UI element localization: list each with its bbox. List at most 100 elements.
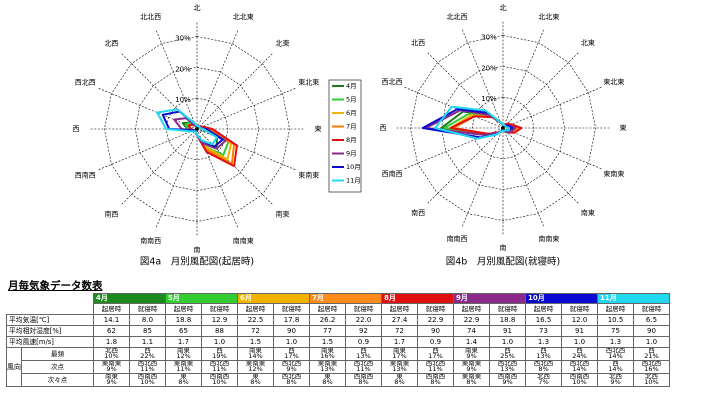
wind-cell: 南東 9% bbox=[453, 347, 490, 361]
wind-direction: 西北西 bbox=[605, 347, 626, 354]
table-cell: 27.4 bbox=[381, 314, 418, 326]
wind-frequency: 13% bbox=[536, 352, 551, 360]
table-cell: 0.9 bbox=[345, 336, 382, 348]
wind-frequency: 8% bbox=[394, 378, 405, 386]
wind-direction: 南東 bbox=[249, 347, 262, 354]
wind-direction: 南東 bbox=[105, 373, 118, 380]
wind-frequency: 8% bbox=[358, 378, 369, 386]
direction-label: 北北東 bbox=[538, 12, 559, 21]
wind-direction: 西北西 bbox=[281, 373, 302, 380]
table-cell: 91 bbox=[489, 325, 526, 337]
grid-spoke bbox=[461, 28, 504, 129]
table-cell: 1.0 bbox=[273, 336, 310, 348]
table-cell: 62 bbox=[93, 325, 130, 337]
wind-direction: 西南西 bbox=[425, 373, 446, 380]
wind-cell: 西南西 10% bbox=[129, 373, 166, 387]
grid-spoke bbox=[502, 127, 580, 205]
wind-direction: 西北西 bbox=[209, 360, 230, 367]
wind-direction: 南東 bbox=[393, 347, 406, 354]
time-header: 就寝時 bbox=[129, 303, 166, 315]
wind-direction: 北西 bbox=[537, 373, 550, 380]
wind-cell: 西 17% bbox=[273, 347, 310, 361]
wind-frequency: 9% bbox=[106, 365, 117, 373]
grid-ring bbox=[410, 35, 596, 221]
table-cell: 1.1 bbox=[129, 336, 166, 348]
table-cell: 16.5 bbox=[525, 314, 562, 326]
wind-row: 次点 東南東 9% 西北西 11% 東南東 11% 西北西 11% 東南東 12% 西北西 9% 東南東 1… bbox=[7, 360, 670, 374]
wind-direction: 東南東 bbox=[173, 360, 194, 367]
wind-cell: 東南東 13% bbox=[309, 360, 346, 374]
month-header: 8月 bbox=[381, 293, 454, 304]
chart-caption: 図4b 月別風配図(就寝時) bbox=[446, 256, 561, 268]
wind-cell: 西南西 10% bbox=[201, 373, 238, 387]
wind-cell: 西北西 8% bbox=[525, 360, 562, 374]
wind-frequency: 11% bbox=[356, 365, 371, 373]
wind-cell: 西 21% bbox=[633, 347, 670, 361]
wind-cell: 東 8% bbox=[309, 373, 346, 387]
wind-direction: 西北西 bbox=[281, 360, 302, 367]
wind-frequency: 9% bbox=[466, 352, 477, 360]
wind-cell: 北西 7% bbox=[525, 373, 562, 387]
wind-frequency: 16% bbox=[644, 365, 659, 373]
table-cell: 22.9 bbox=[417, 314, 454, 326]
wind-direction: 西 bbox=[612, 360, 619, 367]
table-cell: 1.0 bbox=[633, 336, 670, 348]
time-header: 起居時 bbox=[381, 303, 418, 315]
ring-label: 20% bbox=[481, 64, 497, 72]
direction-label: 西南西 bbox=[75, 170, 96, 179]
table-cell: 1.3 bbox=[597, 336, 634, 348]
wind-cell: 西北西 16% bbox=[633, 360, 670, 374]
time-header: 起居時 bbox=[237, 303, 274, 315]
wind-direction: 北西 bbox=[609, 373, 622, 380]
wind-cell: 西 14% bbox=[597, 360, 634, 374]
wind-row-label: 次々点 bbox=[21, 373, 94, 387]
sub-header-row: 起居時 就寝時 起居時 就寝時 起居時 就寝時 起居時 就寝時 起居時 就寝時 起居時 就寝時 起居時就… bbox=[7, 303, 670, 315]
grid-spoke bbox=[502, 86, 603, 129]
wind-frequency: 13% bbox=[392, 365, 407, 373]
grid-spoke bbox=[502, 127, 603, 170]
time-header: 起居時 bbox=[525, 303, 562, 315]
table-cell: 22.9 bbox=[453, 314, 490, 326]
wind-frequency: 8% bbox=[538, 365, 549, 373]
wind-direction: 東南東 bbox=[461, 360, 482, 367]
table-cell: 1.0 bbox=[561, 336, 598, 348]
wind-direction: 西南西 bbox=[569, 373, 590, 380]
time-header: 就寝時 bbox=[201, 303, 238, 315]
time-header: 就寝時 bbox=[633, 303, 670, 315]
table-corner bbox=[7, 304, 94, 315]
wind-cell: 東南東 11% bbox=[165, 360, 202, 374]
table-cell: 18.8 bbox=[165, 314, 202, 326]
wind-cell: 西南西 9% bbox=[489, 373, 526, 387]
wind-cell: 東南東 9% bbox=[453, 360, 490, 374]
direction-label: 北 bbox=[194, 4, 201, 12]
wind-frequency: 10% bbox=[644, 378, 659, 386]
grid-spoke bbox=[97, 128, 198, 171]
ring-label: 20% bbox=[175, 65, 191, 73]
wind-cell: 南東 16% bbox=[309, 347, 346, 361]
legend-label: 5月 bbox=[346, 96, 357, 104]
table-cell: 88 bbox=[201, 325, 238, 337]
wind-cell: 南東 12% bbox=[165, 347, 202, 361]
direction-label: 西南西 bbox=[382, 169, 403, 178]
table-cell: 77 bbox=[309, 325, 346, 337]
table-cell: 18.8 bbox=[489, 314, 526, 326]
month-header: 11月 bbox=[597, 293, 670, 304]
wind-direction: 西 bbox=[216, 347, 223, 354]
time-header: 就寝時 bbox=[417, 303, 454, 315]
wind-frequency: 8% bbox=[178, 378, 189, 386]
wind-rose-charts: 10%20%30%0%北北北東北東東北東東東南東南東南南東南南南西南西西南西西西… bbox=[73, 4, 627, 268]
wind-direction: 北西 bbox=[105, 347, 118, 354]
month-header: 6月 bbox=[237, 293, 310, 304]
legend-label: 4月 bbox=[346, 82, 357, 90]
direction-label: 北東 bbox=[581, 38, 595, 47]
grid-spoke bbox=[196, 29, 239, 130]
direction-label: 北東 bbox=[276, 38, 290, 47]
wind-direction: 西北西 bbox=[569, 360, 590, 367]
table-cell: 1.5 bbox=[237, 336, 274, 348]
wind-direction: 西北西 bbox=[533, 360, 554, 367]
grid-spoke bbox=[502, 127, 545, 228]
table-cell: 73 bbox=[525, 325, 562, 337]
ring-label: 10% bbox=[481, 95, 497, 103]
table-cell: 10.5 bbox=[597, 314, 634, 326]
wind-frequency: 17% bbox=[428, 352, 443, 360]
